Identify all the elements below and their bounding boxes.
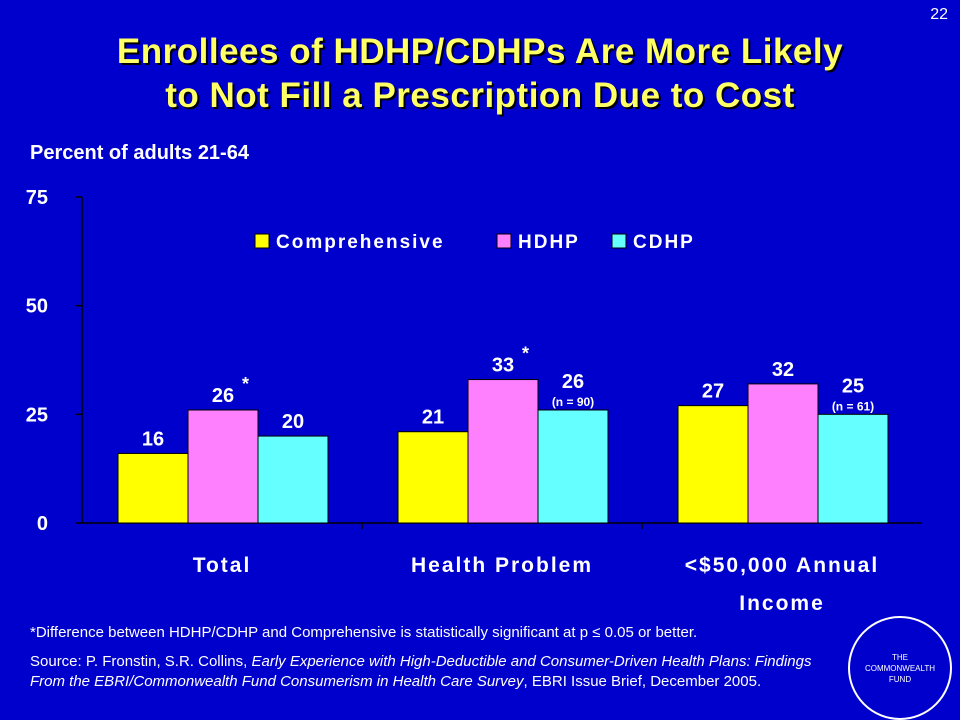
- y-tick-label: 50: [26, 296, 48, 318]
- data-label: 26: [562, 371, 584, 393]
- x-category-label: <$50,000 Annual: [685, 554, 879, 577]
- legend-swatch-cdhp: [611, 233, 627, 249]
- title-line-1: Enrollees of HDHP/CDHPs Are More Likely: [116, 32, 844, 71]
- data-label: 21: [422, 407, 444, 429]
- commonwealth-fund-logo: THE COMMONWEALTH FUND: [848, 616, 952, 720]
- x-category-label: Total: [193, 554, 252, 577]
- bar-chart: 0 25 50 75 16 26 * 20 Total 21 33 * 26 (n = 90) Health…: [26, 187, 922, 615]
- bar-cdhp: [257, 435, 329, 524]
- bar-comprehensive: [397, 431, 469, 524]
- legend-swatch-hdhp: [496, 233, 512, 249]
- significance-marker: *: [522, 344, 529, 364]
- bar-comprehensive: [117, 452, 189, 524]
- data-label: 20: [282, 411, 304, 433]
- significance-marker: *: [242, 374, 249, 394]
- legend-swatch-comprehensive: [254, 233, 270, 249]
- sample-size-note: (n = 90): [552, 395, 594, 409]
- data-label: 26: [212, 385, 234, 407]
- sample-size-note: (n = 61): [832, 399, 874, 413]
- bar-cdhp: [537, 409, 609, 524]
- bar-hdhp: [747, 383, 819, 524]
- x-category-label: Income: [739, 592, 825, 615]
- logo-line-2: COMMONWEALTH: [864, 663, 936, 673]
- y-tick-label: 25: [26, 404, 48, 426]
- x-category-label: Health Problem: [411, 554, 593, 577]
- bar-comprehensive: [677, 405, 749, 524]
- data-label: 32: [772, 359, 794, 381]
- y-tick-label: 0: [37, 513, 48, 535]
- source-suffix: , EBRI Issue Brief, December 2005.: [523, 673, 762, 690]
- source-title: Early Experience with High-Deductible an…: [30, 653, 812, 690]
- source-citation: Source: P. Fronstin, S.R. Collins, Early…: [30, 652, 845, 692]
- legend-label-cdhp: CDHP: [633, 232, 695, 253]
- logo-line-3: FUND: [888, 674, 912, 684]
- data-label: 16: [142, 428, 164, 450]
- data-label: 33: [492, 355, 514, 377]
- bar-hdhp: [467, 379, 539, 524]
- logo-line-1: THE: [892, 652, 908, 662]
- y-tick-label: 75: [26, 187, 48, 209]
- legend-label-comprehensive: Comprehensive: [276, 232, 445, 253]
- slide-number: 22: [930, 6, 948, 23]
- data-label: 27: [702, 381, 724, 403]
- data-label: 25: [842, 375, 864, 397]
- source-prefix: Source: P. Fronstin, S.R. Collins,: [30, 653, 252, 670]
- bar-hdhp: [187, 409, 259, 524]
- title-line-2: to Not Fill a Prescription Due to Cost: [165, 76, 795, 115]
- legend-label-hdhp: HDHP: [518, 232, 580, 253]
- page-title: Enrollees of HDHP/CDHPs Are More Likely …: [0, 30, 960, 118]
- footnote: *Difference between HDHP/CDHP and Compre…: [30, 624, 698, 641]
- chart-subtitle: Percent of adults 21-64: [30, 142, 249, 164]
- bar-cdhp: [817, 413, 889, 524]
